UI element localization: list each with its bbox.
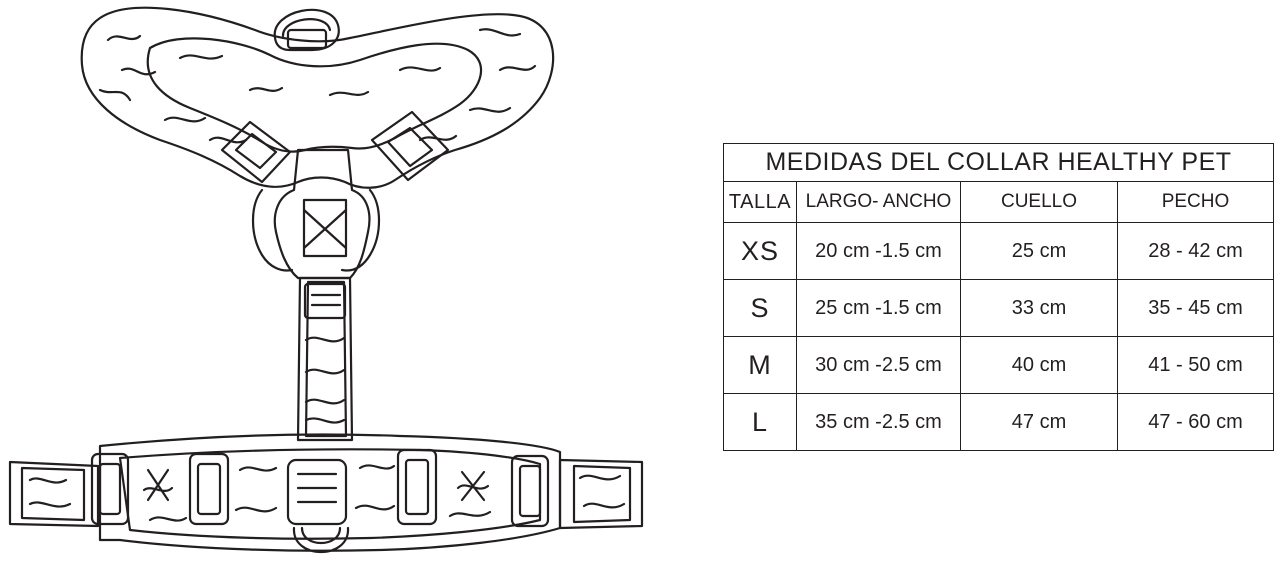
largo-ancho-value: 35 cm -2.5 cm (796, 393, 961, 451)
column-header-pecho: PECHO (1117, 181, 1274, 223)
table-row: XS 20 cm -1.5 cm 25 cm 28 - 42 cm (723, 222, 1274, 280)
size-label: M (723, 336, 797, 394)
largo-ancho-value: 20 cm -1.5 cm (796, 222, 961, 280)
size-label: XS (723, 222, 797, 280)
cuello-value: 25 cm (960, 222, 1118, 280)
size-label: S (723, 279, 797, 337)
column-header-talla: TALLA (723, 181, 797, 223)
column-header-largo-ancho: LARGO- ANCHO (796, 181, 961, 223)
table-header-row: TALLA LARGO- ANCHO CUELLO PECHO (723, 181, 1274, 223)
cuello-value: 47 cm (960, 393, 1118, 451)
pecho-value: 41 - 50 cm (1117, 336, 1274, 394)
dog-harness-illustration (8, 6, 644, 554)
dog-harness-icon (8, 6, 644, 554)
largo-ancho-value: 25 cm -1.5 cm (796, 279, 961, 337)
table-title: MEDIDAS DEL COLLAR HEALTHY PET (723, 143, 1274, 182)
table-row: M 30 cm -2.5 cm 40 cm 41 - 50 cm (723, 336, 1274, 394)
largo-ancho-value: 30 cm -2.5 cm (796, 336, 961, 394)
cuello-value: 40 cm (960, 336, 1118, 394)
pecho-value: 28 - 42 cm (1117, 222, 1274, 280)
table-row: S 25 cm -1.5 cm 33 cm 35 - 45 cm (723, 279, 1274, 337)
table-title-row: MEDIDAS DEL COLLAR HEALTHY PET (723, 143, 1274, 182)
size-label: L (723, 393, 797, 451)
size-chart-table: MEDIDAS DEL COLLAR HEALTHY PET TALLA LAR… (723, 143, 1274, 451)
table-row: L 35 cm -2.5 cm 47 cm 47 - 60 cm (723, 393, 1274, 451)
column-header-cuello: CUELLO (960, 181, 1118, 223)
pecho-value: 47 - 60 cm (1117, 393, 1274, 451)
cuello-value: 33 cm (960, 279, 1118, 337)
pecho-value: 35 - 45 cm (1117, 279, 1274, 337)
